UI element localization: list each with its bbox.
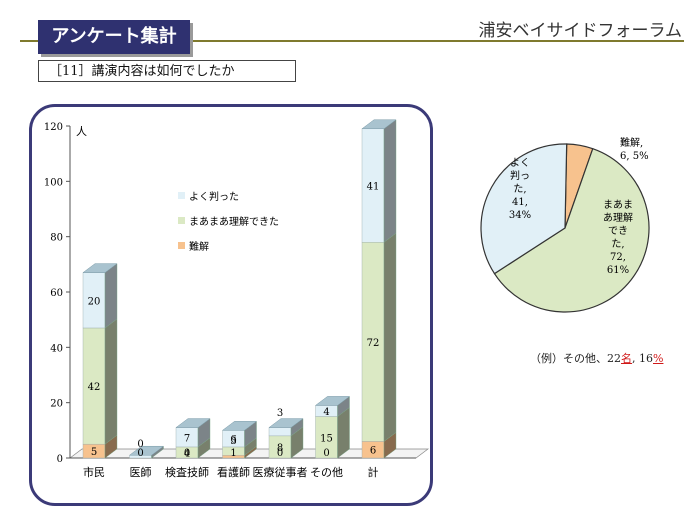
x-tick-label: 医師: [130, 466, 152, 479]
pie-slice: [493, 147, 650, 313]
bar-top: [175, 418, 211, 428]
pie-label-line: 難解,: [620, 136, 643, 149]
data-label: 1: [230, 448, 236, 459]
legend-swatch: [178, 192, 185, 199]
legend-label: 難解: [189, 240, 209, 253]
data-label: 42: [88, 382, 101, 393]
data-label: 41: [367, 181, 380, 192]
data-label: 3: [230, 436, 236, 447]
data-label: 0: [137, 439, 143, 450]
bar-side: [104, 263, 118, 329]
header-rule: [20, 40, 684, 42]
note-pct: %: [653, 352, 664, 365]
bar-side: [104, 318, 118, 445]
pie-label-line: でき: [608, 225, 628, 237]
legend-swatch: [178, 217, 185, 224]
pie-label-line: た,: [611, 238, 624, 250]
y-tick-label: 40: [50, 343, 63, 354]
data-label: 4: [184, 448, 190, 459]
bar-top: [268, 418, 304, 428]
x-tick-label: 検査技師: [165, 465, 209, 479]
data-label: 0: [184, 448, 190, 459]
data-label: 6: [230, 435, 236, 446]
data-label: 0: [323, 448, 329, 459]
legend-swatch: [178, 242, 185, 249]
y-unit-label: 人: [76, 125, 87, 138]
y-tick-label: 80: [50, 233, 63, 244]
bar-top: [82, 263, 118, 273]
y-tick-label: 20: [50, 399, 63, 410]
bar-top: [128, 445, 165, 456]
bar-top: [221, 421, 258, 431]
example-note: （例）その他、22名, 16%: [530, 350, 663, 366]
legend-label: よく判った: [189, 191, 239, 203]
data-label: 4: [323, 407, 329, 418]
legend-label: まあまあ理解できた: [189, 215, 279, 228]
data-label: 5: [91, 447, 97, 458]
pie-label: まあまあ理解できた, 72, 61%: [603, 199, 633, 276]
x-tick-label: 看護師: [217, 465, 250, 479]
data-label: 6: [370, 446, 376, 457]
pie-label: よく判った, 41, 34%: [509, 157, 531, 221]
x-tick-label: その他: [310, 466, 343, 479]
pie-label-line: よく: [510, 157, 530, 169]
x-tick-label: 市民: [83, 465, 105, 479]
note-unit: 名: [621, 352, 632, 365]
data-label: 0: [277, 448, 283, 459]
bar-top: [361, 119, 397, 130]
x-tick-label: 医療従事者: [253, 465, 308, 479]
y-tick-label: 0: [57, 454, 63, 465]
data-label: 15: [320, 433, 333, 444]
pie-label-line: 72,: [610, 252, 626, 263]
brand-name: 浦安ベイサイドフォーラム: [478, 21, 683, 41]
pie-label-line: 判っ: [510, 170, 530, 182]
bar-segment: [268, 427, 292, 437]
y-tick-label: 100: [44, 177, 63, 188]
data-label: 8: [277, 443, 283, 454]
y-tick-label: 120: [44, 122, 63, 133]
pie-slice: [480, 143, 568, 275]
data-label: 7: [184, 433, 190, 444]
y-tick-label: 60: [50, 288, 63, 299]
bar-side: [383, 119, 397, 243]
pie-label-line: 61%: [607, 265, 629, 276]
data-label: 3: [277, 408, 283, 419]
question-label: ［11］講演内容は如何でしたか: [38, 60, 296, 82]
bar-side: [383, 232, 397, 442]
bar-top: [314, 396, 351, 406]
pie-label-line: 34%: [509, 210, 531, 221]
pie-chart: 難解, 6, 5%まあまあ理解できた, 72, 61%よく判った, 41, 34%: [480, 136, 650, 313]
pie-label-line: あ理解: [603, 211, 633, 224]
pie-label: 難解, 6, 5%: [620, 136, 649, 162]
note-prefix: （例）その他、22: [530, 352, 621, 365]
note-sep: , 16: [632, 352, 653, 365]
pie-label-line: た,: [513, 183, 526, 195]
data-label: 0: [137, 448, 143, 459]
pie-label-line: まあま: [603, 199, 633, 211]
pie-label-line: 6, 5%: [620, 151, 649, 162]
data-label: 72: [367, 338, 380, 349]
data-label: 20: [88, 296, 101, 307]
page-title: アンケート集計: [38, 20, 190, 54]
x-tick-label: 計: [368, 465, 379, 479]
pie-label-line: 41,: [512, 197, 528, 208]
